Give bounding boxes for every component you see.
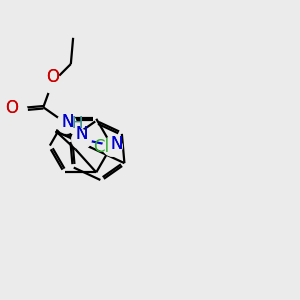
Text: N: N <box>76 125 88 143</box>
Text: Cl: Cl <box>93 139 109 157</box>
Text: O: O <box>5 99 18 117</box>
Text: N: N <box>76 125 88 143</box>
Text: N: N <box>111 135 123 153</box>
Text: O: O <box>46 68 59 86</box>
Text: N: N <box>111 135 123 153</box>
Text: H: H <box>71 116 83 131</box>
Text: N: N <box>61 113 74 131</box>
Text: O: O <box>46 68 59 86</box>
Text: O: O <box>5 99 18 117</box>
Text: N: N <box>61 113 74 131</box>
Text: H: H <box>71 116 83 131</box>
